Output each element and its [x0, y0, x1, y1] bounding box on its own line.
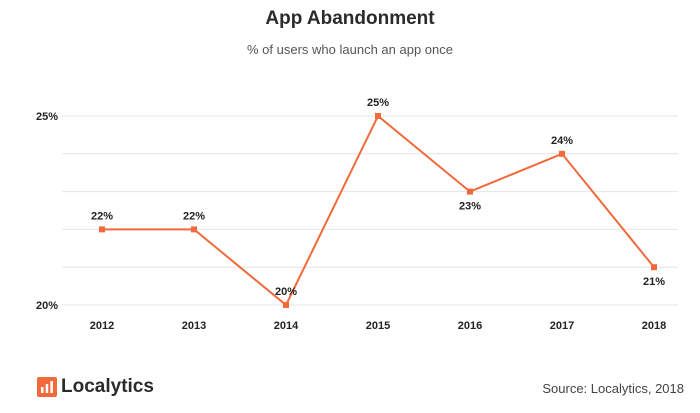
data-label: 20%	[275, 286, 297, 298]
data-point	[375, 113, 381, 119]
data-label: 25%	[367, 97, 389, 109]
data-point	[651, 264, 657, 271]
y-tick-label: 20%	[36, 300, 58, 312]
chart-title: App Abandonment	[265, 8, 435, 29]
data-point	[467, 188, 473, 195]
x-tick-label: 2017	[550, 320, 574, 332]
chart-subtitle: % of users who launch an app once	[247, 42, 453, 57]
x-tick-label: 2012	[90, 320, 114, 332]
x-tick-label: 2013	[182, 320, 206, 332]
x-tick-label: 2014	[274, 320, 299, 332]
data-point	[559, 150, 565, 157]
y-tick-label: 25%	[36, 111, 58, 123]
data-label: 23%	[459, 201, 481, 213]
x-tick-label: 2016	[458, 320, 482, 332]
data-label: 21%	[643, 276, 665, 288]
x-tick-label: 2015	[366, 320, 390, 332]
brand-name: Localytics	[61, 376, 154, 397]
localytics-logo-icon	[37, 377, 57, 397]
data-point	[283, 302, 289, 308]
x-tick-label: 2018	[642, 320, 666, 332]
brand-logo: Localytics	[37, 375, 154, 399]
data-label: 24%	[551, 135, 573, 147]
data-point	[99, 226, 105, 233]
source-note: Source: Localytics, 2018	[542, 381, 684, 396]
data-label: 22%	[91, 210, 113, 222]
data-label: 22%	[183, 210, 205, 222]
data-point	[191, 226, 197, 233]
